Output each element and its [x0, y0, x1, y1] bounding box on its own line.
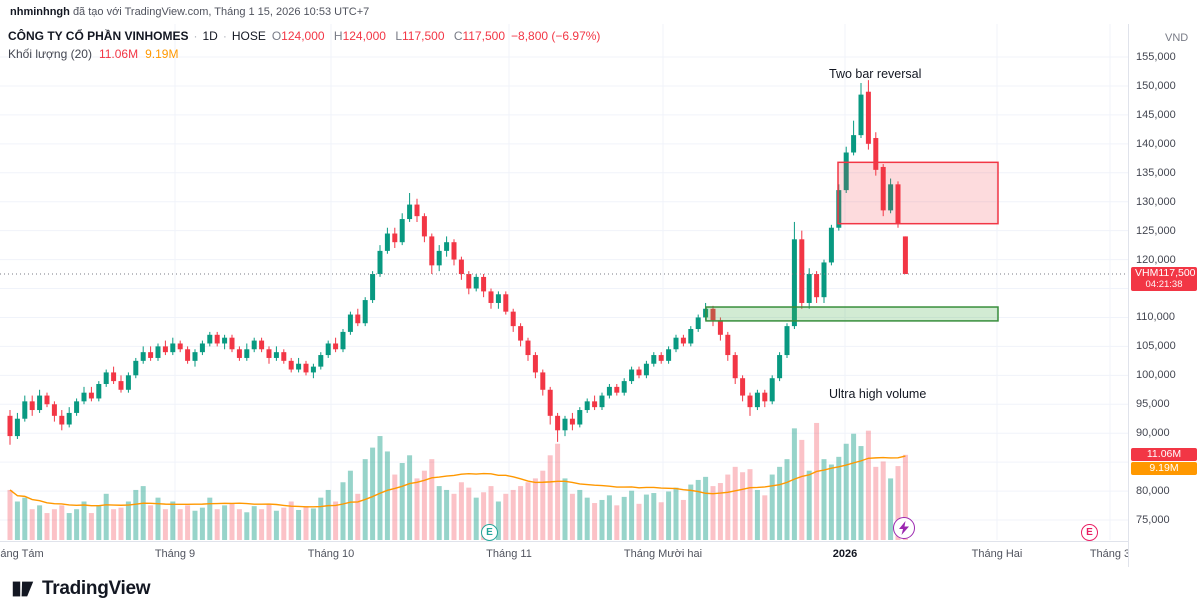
open-label: O [271, 29, 282, 43]
low-label: L [395, 29, 402, 43]
volume-badge: 11.06M [1131, 448, 1197, 461]
symbol-ticker: VHM [1135, 267, 1159, 279]
price-axis-label: 155,000 [1136, 51, 1176, 63]
time-axis-label: Tháng 10 [307, 548, 355, 560]
last-price-badge: VHM 117,500 04:21:38 [1131, 267, 1197, 291]
volume-ma-badge: 9.19M [1131, 462, 1197, 475]
annotation-two-bar-reversal: Two bar reversal [829, 67, 921, 81]
resistance-zone [837, 161, 999, 225]
price-axis-label: 140,000 [1136, 137, 1176, 150]
candlesticks[interactable] [7, 80, 908, 445]
price-axis-label: 125,000 [1136, 224, 1176, 237]
time-axis-label: Tháng Mười hai [623, 548, 703, 560]
time-axis-label: Tháng 9 [154, 548, 196, 560]
volume-study-label: Khối lượng (20) [8, 47, 92, 61]
price-axis-label: 95,000 [1136, 398, 1170, 411]
price-axis-label: 150,000 [1136, 79, 1176, 92]
flash-icon[interactable] [893, 517, 915, 539]
separator-dot: · [222, 29, 227, 43]
change-value: −8,800 (−6.97%) [511, 29, 601, 43]
annotation-ultra-high-volume: Ultra high volume [829, 387, 926, 401]
tradingview-logo[interactable]: TradingView [10, 576, 151, 602]
earnings-icon[interactable]: E [481, 524, 498, 541]
price-axis-label: 110,000 [1136, 311, 1175, 324]
tradingview-wordmark: TradingView [42, 578, 151, 599]
attribution-bar: nhminhngh đã tạo với TradingView.com, Th… [0, 0, 369, 24]
price-axis-label: 145,000 [1136, 108, 1176, 121]
support-zone [705, 306, 999, 322]
price-axis-label: 80,000 [1136, 485, 1170, 498]
price-axis-label: 75,000 [1136, 514, 1170, 526]
open-value: 124,000 [281, 29, 325, 43]
earnings-letter: E [1086, 527, 1093, 538]
volume-ma-value: 9.19M [145, 47, 179, 61]
price-axis-label: 130,000 [1136, 195, 1176, 208]
price-axis-label: 135,000 [1136, 166, 1176, 179]
price-axis[interactable]: VND 155,000 150,000 145,000 140,000 135,000 1… [1128, 24, 1200, 567]
grid-lines [0, 24, 1128, 540]
high-label: H [333, 29, 343, 43]
ohlc-values: O124,000 H124,000 L117,500 C117,500 [266, 27, 505, 45]
time-axis-label: Tháng Hai [971, 548, 1023, 560]
close-label: C [453, 29, 463, 43]
price-axis-label: 120,000 [1136, 253, 1176, 266]
time-axis-label: áng Tám [0, 548, 44, 560]
attribution-text: đã tạo với TradingView.com, Tháng 1 15, … [72, 6, 370, 18]
exchange-label: HOSE [231, 29, 266, 43]
symbol-title: CÔNG TY CỔ PHẦN VINHOMES [8, 29, 189, 43]
chart-legend: CÔNG TY CỔ PHẦN VINHOMES · 1D · HOSE O12… [8, 27, 600, 63]
volume-ma-line [9, 455, 906, 508]
time-axis[interactable]: áng Tám Tháng 9 Tháng 10 Tháng 11 Tháng Mười… [0, 541, 1200, 568]
tradingview-mark-icon [12, 581, 34, 597]
volume-row[interactable]: Khối lượng (20) 11.06M 9.19M [8, 45, 600, 63]
time-axis-label: Tháng 11 [486, 548, 532, 560]
drawing-zones[interactable] [705, 161, 999, 322]
high-value: 124,000 [342, 29, 386, 43]
price-axis-label: 100,000 [1136, 369, 1176, 382]
upcoming-earnings-icon[interactable]: E [1081, 524, 1098, 541]
low-value: 117,500 [402, 29, 445, 43]
price-chart[interactable]: Two bar reversal Ultra high volume [0, 24, 1128, 541]
price-axis-label: 90,000 [1136, 427, 1170, 440]
price-axis-label: 105,000 [1136, 340, 1176, 353]
interval-label: 1D [202, 29, 218, 43]
volume-current-value: 11.06M [98, 47, 139, 61]
time-axis-label: 2026 [832, 548, 858, 560]
symbol-row[interactable]: CÔNG TY CỔ PHẦN VINHOMES · 1D · HOSE O12… [8, 27, 600, 45]
chart-area[interactable]: Two bar reversal Ultra high volume CÔNG … [0, 24, 1128, 541]
bar-countdown: 04:21:38 [1145, 279, 1183, 290]
close-value: 117,500 [462, 29, 506, 43]
currency-label: VND [1165, 32, 1189, 44]
earnings-letter: E [486, 527, 493, 538]
volume-bars [7, 422, 908, 540]
lightning-bolt-icon [899, 521, 909, 535]
last-price-value: 117,500 [1158, 267, 1196, 279]
time-axis-label: Tháng 3 [1089, 548, 1131, 560]
author-name: nhminhngh [10, 6, 70, 18]
separator-dot: · [193, 29, 198, 43]
